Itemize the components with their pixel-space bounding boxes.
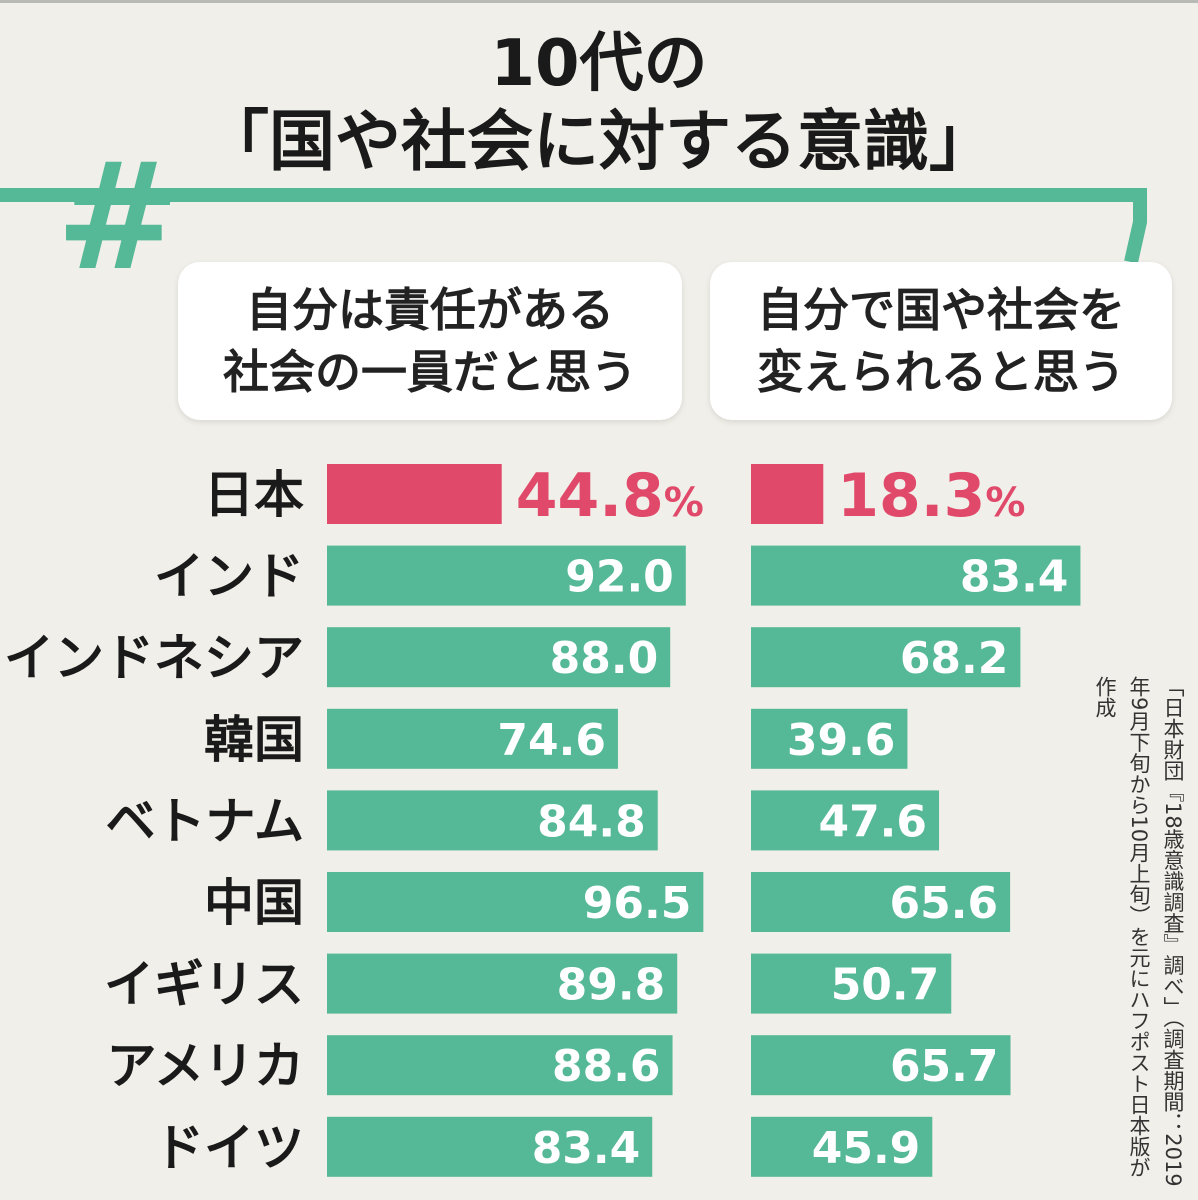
- bar: [751, 1116, 933, 1177]
- data-label: 92.0: [565, 552, 674, 603]
- panel-title-responsibility: 自分は責任がある 社会の一員だと思う: [178, 262, 682, 420]
- panel-title-change-society-line2: 変えられると思う: [757, 345, 1125, 399]
- panel-title-change-society-line1: 自分で国や社会を: [757, 283, 1125, 337]
- bar: [327, 464, 502, 524]
- data-label: 83.4: [960, 552, 1069, 603]
- category-label: インド: [154, 548, 304, 606]
- category-label: 中国: [204, 874, 304, 932]
- source-note: 「日本財団『18歳意識調査』調べ」（調査期間：2019年9月下旬から10月上旬）…: [1093, 676, 1185, 1187]
- data-label: 65.7: [890, 1041, 999, 1092]
- data-label: 68.2: [900, 633, 1009, 684]
- data-label: 89.8: [557, 960, 666, 1011]
- data-label-unit: %: [664, 480, 704, 526]
- bar: [751, 627, 1021, 688]
- bar: [327, 545, 686, 606]
- data-label: 96.5: [583, 878, 692, 929]
- category-label: アメリカ: [107, 1037, 305, 1095]
- data-label-highlight: 18.3%: [837, 461, 1025, 531]
- data-label-value: 18.3: [837, 461, 985, 531]
- data-label: 83.4: [532, 1123, 641, 1174]
- bar: [327, 790, 658, 851]
- bar: [751, 464, 824, 524]
- category-label: インドネシア: [4, 629, 304, 687]
- data-label-highlight: 44.8%: [516, 461, 704, 531]
- data-label: 88.0: [550, 633, 659, 684]
- data-label: 39.6: [787, 715, 896, 766]
- category-label: 韓国: [204, 711, 304, 769]
- bar: [751, 708, 908, 769]
- bar: [751, 953, 952, 1014]
- panel-title-responsibility-line2: 社会の一員だと思う: [223, 345, 637, 399]
- bar: [327, 627, 671, 688]
- panel-title-change-society: 自分で国や社会を 変えられると思う: [710, 262, 1172, 420]
- hash-icon: #: [56, 131, 180, 303]
- bar: [327, 872, 704, 932]
- bar: [327, 953, 678, 1014]
- top-border: [0, 0, 1198, 3]
- data-label: 45.9: [812, 1123, 921, 1174]
- category-label: ドイツ: [154, 1119, 304, 1177]
- bar: [751, 1035, 1011, 1096]
- category-label: ベトナム: [106, 792, 305, 850]
- bar: [751, 872, 1011, 932]
- data-label-value: 44.8: [516, 461, 664, 531]
- data-label-unit: %: [985, 480, 1025, 526]
- bar: [327, 1116, 653, 1177]
- panel-title-responsibility-line1: 自分は責任がある: [246, 283, 614, 337]
- data-label: 65.6: [890, 878, 999, 929]
- chart-title-line1: 10代の: [490, 27, 708, 101]
- data-label: 88.6: [552, 1041, 661, 1092]
- category-label: 日本: [204, 466, 304, 524]
- frame-line: [0, 188, 1147, 264]
- bar: [751, 790, 940, 851]
- data-label: 74.6: [497, 715, 606, 766]
- bar: [751, 545, 1081, 606]
- bar: [327, 1035, 673, 1096]
- bar: [327, 708, 618, 769]
- chart-title-line2: 「国や社会に対する意識」: [203, 103, 995, 180]
- data-label: 47.6: [818, 796, 927, 847]
- category-label: イギリス: [104, 956, 304, 1014]
- data-label: 84.8: [537, 796, 646, 847]
- data-label: 50.7: [831, 960, 940, 1011]
